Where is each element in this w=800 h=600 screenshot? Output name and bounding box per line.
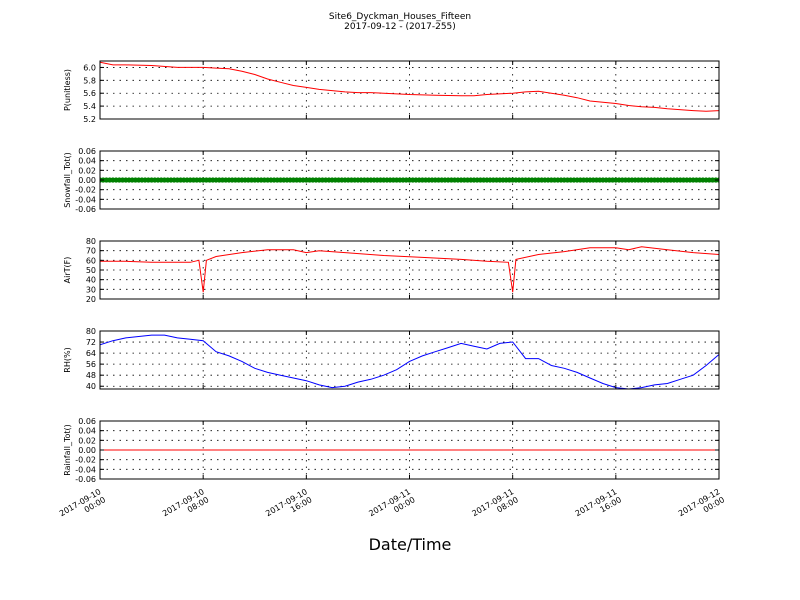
panel-5: -0.06-0.04-0.020.000.020.040.06 Rainfall_… [63, 417, 720, 484]
y-tick-label: -0.02 [75, 186, 96, 195]
y-tick-label: 5.6 [83, 89, 96, 98]
chart-subtitle: 2017-09-12 - (2017-255) [344, 22, 456, 32]
y-tick-label: 5.4 [83, 102, 96, 111]
panel-1: 5.2 5.4 5.6 5.8 6.0 P(unitless) [63, 60, 720, 124]
series-line [100, 61, 719, 112]
panel-4: 40 48 56 64 72 80 RH(%) [63, 327, 720, 391]
y-tick-label: -0.06 [75, 475, 96, 484]
y-tick-label: 0.02 [78, 166, 96, 175]
y-tick-label: 40 [86, 382, 96, 391]
x-axis-label: Date/Time [369, 535, 452, 554]
data-layer [100, 246, 719, 293]
series-line [100, 246, 719, 293]
y-tick-label: 6.0 [83, 63, 96, 72]
y-tick-label: 5.8 [83, 76, 96, 85]
y-tick-label: 0.06 [78, 417, 96, 426]
y-tick-label: 0.00 [78, 446, 96, 455]
y-tick-label: 30 [86, 285, 96, 294]
chart-title: Site6_Dyckman_Houses_Fifteen [329, 12, 471, 22]
y-tick-label: 5.2 [83, 115, 96, 124]
y-axis-label: AirT(F) [63, 257, 72, 284]
y-tick-label: 50 [86, 266, 96, 275]
y-tick-label: 56 [86, 360, 96, 369]
y-axis-label: P(unitless) [63, 69, 72, 111]
y-tick-label: 80 [86, 327, 96, 336]
data-layer [100, 177, 719, 183]
y-tick-label: 64 [86, 349, 96, 358]
data-layer [100, 61, 719, 112]
y-tick-label: 80 [86, 237, 96, 246]
y-tick-label: 0.06 [78, 147, 96, 156]
y-tick-label: 0.04 [78, 157, 96, 166]
y-tick-label: 20 [86, 295, 96, 304]
y-tick-label: 72 [86, 338, 96, 347]
y-tick-label: 40 [86, 276, 96, 285]
y-tick-label: 0.04 [78, 427, 96, 436]
y-tick-label: 70 [86, 247, 96, 256]
y-tick-label: 0.00 [78, 176, 96, 185]
y-axis-label: Rainfall_Tot() [63, 424, 72, 476]
y-tick-label: 0.02 [78, 436, 96, 445]
y-axis-label: Snowfall_Tot() [63, 152, 72, 208]
y-axis-label: RH(%) [63, 347, 72, 372]
y-tick-label: -0.04 [75, 465, 96, 474]
y-tick-label: -0.02 [75, 456, 96, 465]
panel-2: -0.06-0.04-0.020.000.020.040.06 Snowfall_… [63, 147, 720, 214]
y-tick-label: -0.04 [75, 195, 96, 204]
y-tick-label: 48 [86, 371, 96, 380]
y-tick-label: -0.06 [75, 205, 96, 214]
y-tick-label: 60 [86, 256, 96, 265]
